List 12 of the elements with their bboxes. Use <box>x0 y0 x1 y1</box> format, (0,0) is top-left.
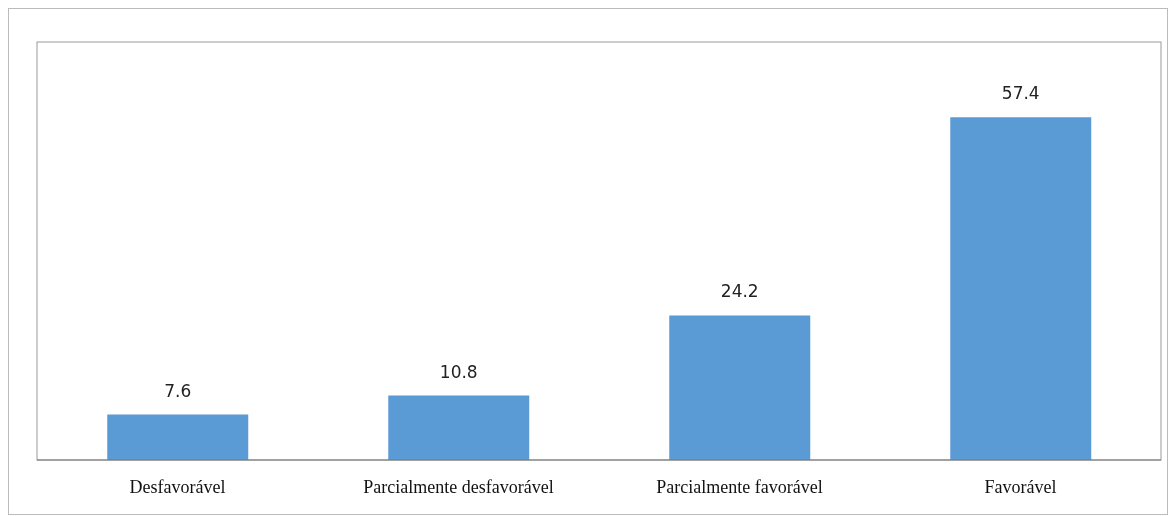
x-tick-label: Parcialmente desfavorável <box>363 476 554 497</box>
data-label: 10.8 <box>439 361 478 382</box>
x-tick-label: Parcialmente favorável <box>656 476 823 497</box>
bar <box>669 315 811 460</box>
data-label: 57.4 <box>1001 83 1040 104</box>
x-tick-label: Desfavorável <box>129 476 226 497</box>
data-label: 7.6 <box>164 380 192 401</box>
bar <box>107 414 249 460</box>
bar <box>950 117 1092 460</box>
data-label: 24.2 <box>720 281 759 302</box>
bar <box>388 395 530 460</box>
x-tick-label: Favorável <box>984 476 1057 497</box>
